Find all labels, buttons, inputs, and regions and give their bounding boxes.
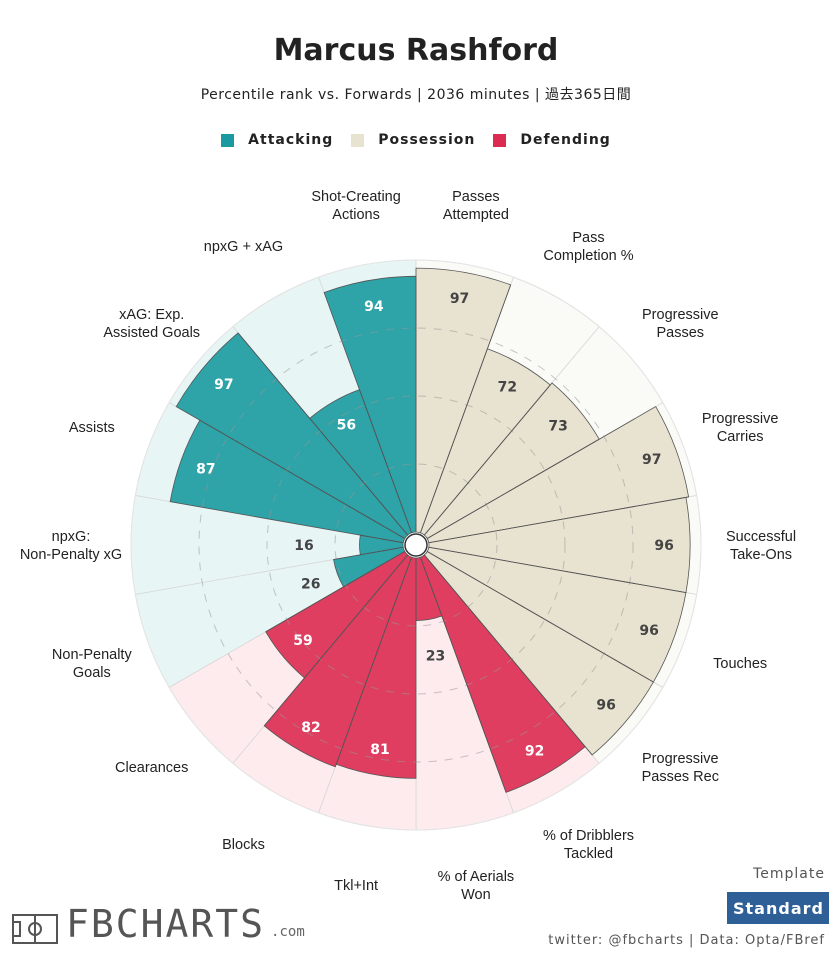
value-label-defending-3: 82 — [301, 720, 320, 736]
brand-domain: .com — [271, 924, 305, 940]
spoke — [424, 554, 593, 756]
spoke — [263, 554, 408, 727]
template-select-button[interactable]: Standard — [727, 892, 829, 924]
axis-label-possession-1: Pass Completion % — [543, 230, 633, 264]
axis-label-possession-2: Progressive Passes — [642, 307, 719, 341]
axis-labels: Shot-Creating Actions npxG + xAG xAG: Exp. A… — [20, 189, 796, 903]
chart-subtitle: Percentile rank vs. Forwards | 2036 minu… — [200, 87, 632, 103]
bar-attacking-2[interactable] — [175, 332, 409, 540]
value-label-attacking-3: 87 — [196, 462, 215, 478]
axis-label-attacking-1: npxG + xAG — [204, 239, 283, 255]
legend: Attacking Possession Defending — [0, 132, 832, 148]
spoke — [335, 557, 412, 765]
value-label-possession-0: 97 — [450, 291, 469, 307]
legend-item-defending: Defending — [493, 132, 610, 148]
brand-name: FBCHARTS — [66, 902, 266, 946]
value-label-attacking-0: 94 — [364, 299, 384, 315]
value-label-attacking-5: 26 — [301, 576, 320, 592]
center-hub — [404, 533, 428, 557]
value-label-defending-2: 81 — [370, 742, 389, 758]
value-label-defending-0: 92 — [525, 743, 544, 759]
value-label-possession-5: 96 — [639, 623, 658, 639]
value-label-possession-6: 96 — [596, 697, 615, 713]
bar-possession-5[interactable] — [426, 546, 687, 683]
bar-defending-2[interactable] — [335, 556, 417, 779]
value-bars — [169, 267, 691, 793]
axis-label-attacking-0: Shot-Creating Actions — [311, 189, 400, 223]
bar-possession-6[interactable] — [423, 550, 654, 756]
value-label-attacking-2: 97 — [214, 377, 233, 393]
outer-ring — [130, 259, 702, 831]
axis-label-attacking-3: Assists — [69, 420, 115, 436]
axis-label-attacking-2: xAG: Exp. Assisted Goals — [103, 307, 200, 341]
value-label-attacking-1: 56 — [337, 417, 356, 433]
legend-swatch-possession — [351, 133, 365, 147]
value-label-possession-4: 96 — [654, 538, 673, 554]
value-label-possession-1: 72 — [498, 380, 517, 396]
grid-ring-50 — [266, 395, 566, 695]
template-title: Template — [753, 866, 825, 882]
spoke — [333, 546, 404, 560]
page-title: Marcus Rashford — [273, 33, 559, 68]
bar-possession-2[interactable] — [423, 382, 600, 540]
bar-defending-3[interactable] — [263, 554, 413, 768]
value-label-possession-2: 73 — [548, 419, 567, 435]
value-label-attacking-4: 16 — [294, 538, 313, 554]
axis-label-possession-0: Passes Attempted — [443, 189, 509, 223]
axis-label-defending-3: Blocks — [222, 837, 265, 853]
axis-label-defending-4: Clearances — [115, 760, 188, 776]
credits: twitter: @fbcharts | Data: Opta/FBref — [548, 933, 825, 948]
axis-label-defending-1: % of Aerials Won — [438, 869, 515, 903]
axis-label-defending-0: % of Dribblers Tackled — [543, 828, 634, 862]
value-labels: 94 56 97 87 16 26 97 72 73 97 96 96 96 92 23 81 82 59 — [196, 291, 674, 759]
grid-ring-25 — [334, 463, 498, 627]
axis-label-possession-6: Progressive Passes Rec — [642, 751, 719, 785]
spoke — [237, 332, 408, 536]
legend-item-possession: Possession — [351, 132, 475, 148]
bar-possession-3[interactable] — [426, 406, 690, 544]
legend-item-attacking: Attacking — [221, 132, 333, 148]
legend-swatch-defending — [493, 133, 507, 147]
axis-label-possession-3: Progressive Carries — [702, 411, 779, 445]
axis-label-possession-5: Touches — [713, 656, 767, 672]
spoke — [420, 284, 512, 533]
axis-label-defending-2: Tkl+Int — [334, 878, 378, 894]
value-label-defending-1: 23 — [426, 648, 445, 664]
spoke — [428, 496, 689, 544]
legend-swatch-attacking — [221, 133, 235, 147]
value-label-possession-3: 97 — [642, 452, 661, 468]
bar-possession-0[interactable] — [415, 267, 512, 534]
axis-label-attacking-4: npxG: Non-Penalty xG — [20, 529, 122, 563]
legend-label-defending: Defending — [520, 132, 611, 148]
spoke — [359, 389, 412, 533]
brand-logo: FBCHARTS .com — [12, 904, 305, 944]
spoke — [199, 419, 405, 539]
spoke — [427, 438, 600, 539]
legend-label-possession: Possession — [378, 132, 476, 148]
spoke — [428, 546, 687, 593]
bar-attacking-0[interactable] — [323, 275, 417, 534]
pitch-icon — [12, 914, 58, 944]
grid-rings — [130, 259, 702, 831]
spoke — [360, 534, 404, 544]
spoke — [427, 551, 654, 683]
spoke — [265, 551, 405, 633]
bar-attacking-3[interactable] — [169, 419, 406, 544]
axis-label-possession-4: Successful Take-Ons — [726, 529, 796, 563]
spoke — [420, 557, 507, 793]
grid-ring-75 — [198, 327, 634, 763]
value-label-defending-4: 59 — [293, 633, 312, 649]
axis-label-attacking-5: Non-Penalty Goals — [52, 647, 133, 681]
legend-label-attacking: Attacking — [248, 132, 334, 148]
spoke — [424, 384, 551, 536]
